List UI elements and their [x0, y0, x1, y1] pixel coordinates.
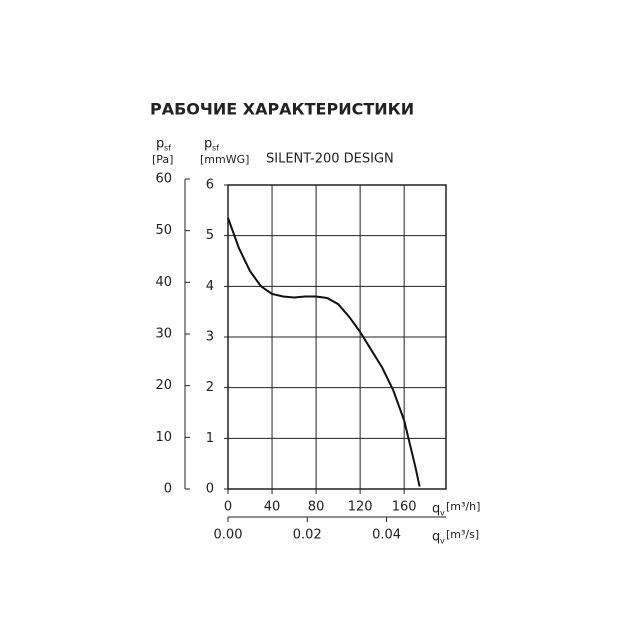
x-tick-label: 80 [308, 500, 325, 515]
x2-tick-label: 0.00 [214, 528, 243, 543]
x2-tick-label: 0.04 [372, 528, 401, 543]
y-tick-label: 2 [206, 380, 214, 395]
series-label: SILENT-200 DESIGN [266, 152, 394, 167]
x2-label-subscript: v [440, 537, 445, 546]
y-tick-label: 3 [206, 330, 214, 345]
x2-tick-label: 0.02 [293, 528, 322, 543]
y-tick-label: 6 [206, 178, 214, 193]
y2-label-symbol: p [156, 137, 164, 152]
y-tick-label: 4 [206, 279, 214, 294]
x-tick-label: 0 [224, 500, 232, 515]
y2-tick-label: 20 [155, 378, 172, 393]
x2-label-unit: [m³/s] [446, 528, 479, 541]
y2-tick-label: 30 [155, 327, 172, 342]
y2-tick-label: 60 [155, 172, 172, 187]
x-tick-label: 120 [348, 500, 373, 515]
x-label-symbol: q [432, 502, 440, 517]
y-tick-label: 5 [206, 228, 214, 243]
y2-tick-label: 10 [155, 430, 172, 445]
y-label-subscript: sf [212, 144, 219, 153]
y-tick-label: 0 [206, 482, 214, 497]
chart-title: РАБОЧИЕ ХАРАКТЕРИСТИКИ [150, 100, 414, 119]
y2-label-unit: [Pa] [152, 153, 173, 166]
x-label-subscript: v [440, 509, 445, 518]
y-tick-label: 1 [206, 431, 214, 446]
y-label-unit: [mmWG] [200, 153, 249, 166]
y2-tick-label: 50 [155, 223, 172, 238]
x-tick-label: 40 [264, 500, 281, 515]
x-tick-label: 160 [392, 500, 417, 515]
y2-tick-label: 40 [155, 275, 172, 290]
curve [227, 217, 421, 487]
x-label-unit: [m³/h] [446, 500, 480, 513]
y-label-symbol: p [204, 137, 212, 152]
x2-label-symbol: q [432, 530, 440, 545]
y2-tick-label: 0 [164, 482, 172, 497]
y2-label-subscript: sf [164, 144, 171, 153]
